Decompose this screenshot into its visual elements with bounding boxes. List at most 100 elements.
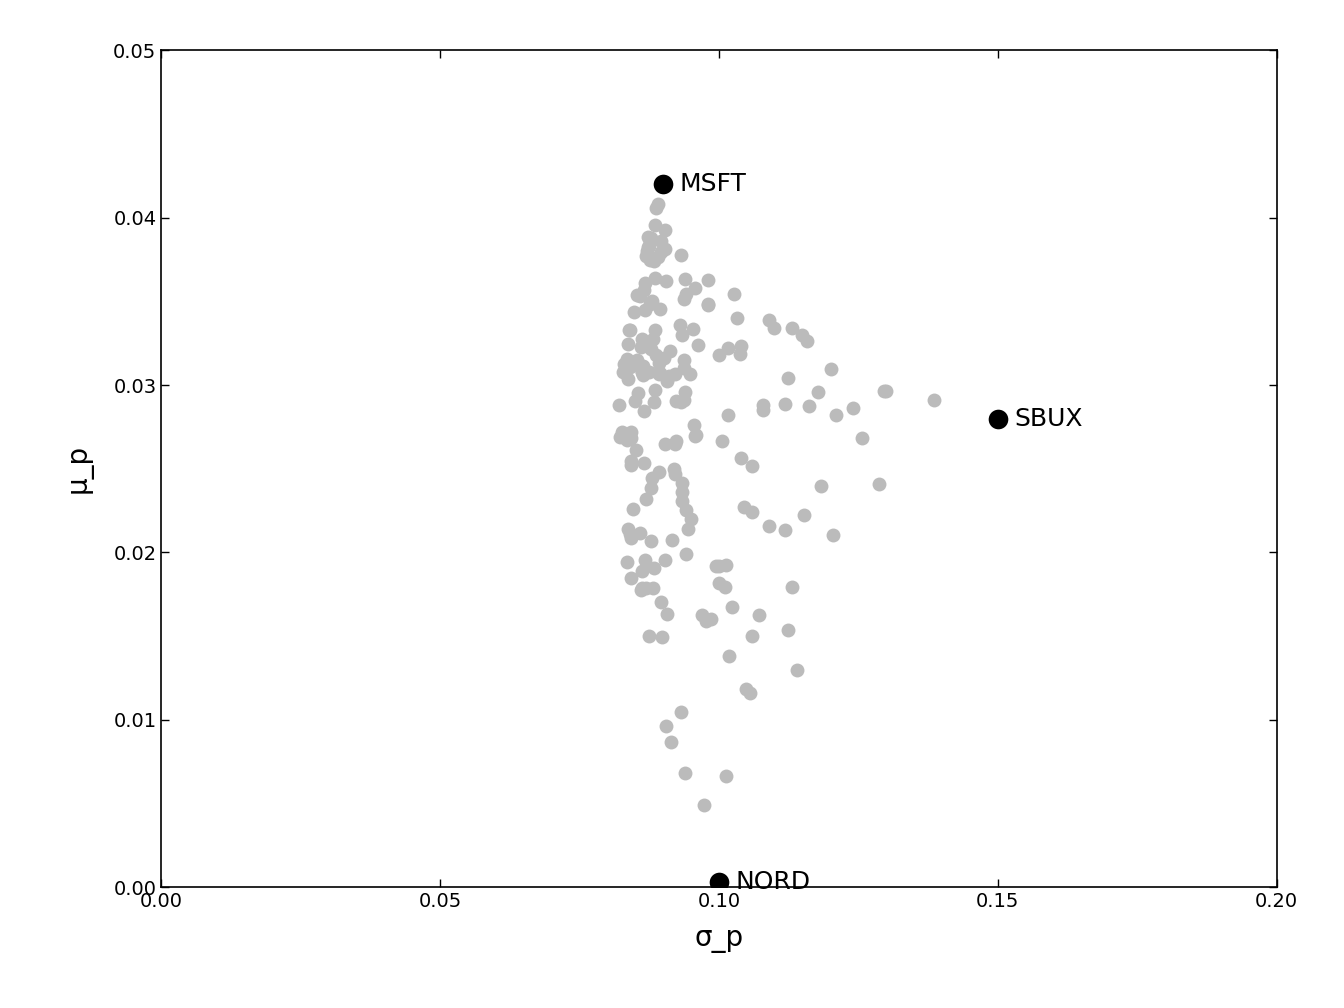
Point <box>790 327 812 343</box>
Point <box>617 336 638 352</box>
Point <box>730 346 751 362</box>
Point <box>669 317 691 333</box>
Point <box>640 533 661 549</box>
Point <box>664 435 685 452</box>
Point <box>708 558 730 575</box>
Point <box>617 432 638 449</box>
Point <box>698 296 719 312</box>
Point <box>716 407 738 423</box>
Point <box>636 580 657 596</box>
Point <box>632 364 653 380</box>
Text: MSFT: MSFT <box>680 172 747 197</box>
Point <box>669 394 691 410</box>
Point <box>645 347 667 363</box>
Point <box>781 321 802 337</box>
Point <box>616 351 637 367</box>
X-axis label: σ_p: σ_p <box>695 924 743 953</box>
Point <box>706 557 727 574</box>
Text: SBUX: SBUX <box>1015 406 1083 430</box>
Point <box>716 340 738 356</box>
Point <box>656 718 677 734</box>
Point <box>684 280 706 296</box>
Point <box>711 433 732 450</box>
Point <box>630 331 652 347</box>
Point <box>986 410 1008 426</box>
Point <box>649 465 671 481</box>
Point <box>664 366 685 382</box>
Point <box>673 352 695 368</box>
Point <box>629 288 650 304</box>
Point <box>626 286 648 302</box>
Point <box>751 397 773 413</box>
Point <box>634 552 656 569</box>
Point <box>786 661 808 677</box>
Point <box>730 338 751 354</box>
Point <box>645 270 667 286</box>
Point <box>621 530 642 546</box>
Point <box>671 704 692 720</box>
Point <box>644 322 665 338</box>
Point <box>630 339 652 355</box>
Point <box>653 222 675 238</box>
Point <box>655 241 676 257</box>
Point <box>726 309 747 326</box>
Point <box>692 607 714 623</box>
Point <box>810 478 832 494</box>
Point <box>821 361 843 377</box>
Point <box>684 427 706 444</box>
Point <box>641 293 663 309</box>
Point <box>851 430 872 447</box>
Point <box>640 252 661 268</box>
Point <box>649 366 671 382</box>
Point <box>715 768 737 784</box>
Point <box>628 385 649 401</box>
Point <box>794 507 816 523</box>
Point <box>640 230 661 246</box>
Point <box>685 427 707 444</box>
Point <box>641 470 663 486</box>
Point <box>645 217 667 233</box>
Point <box>742 458 763 474</box>
Point <box>673 392 695 408</box>
Point <box>638 250 660 266</box>
Point <box>620 322 641 338</box>
Point <box>649 233 671 249</box>
Point <box>797 333 818 349</box>
Point <box>673 765 695 781</box>
Point <box>636 491 657 507</box>
Point <box>671 247 692 263</box>
Point <box>612 364 633 380</box>
Point <box>774 396 796 412</box>
Point <box>640 341 661 357</box>
Point <box>625 443 646 459</box>
Point <box>676 502 698 518</box>
Point <box>633 282 655 298</box>
Point <box>650 594 672 610</box>
Point <box>675 384 696 400</box>
Point <box>758 518 780 534</box>
Point <box>683 321 704 337</box>
Point <box>687 337 708 353</box>
Point <box>633 367 655 383</box>
Point <box>739 685 761 702</box>
Point <box>621 457 642 473</box>
Point <box>616 554 637 571</box>
Point <box>638 234 660 250</box>
Point <box>657 606 679 622</box>
Point <box>649 300 671 317</box>
Point <box>620 359 641 375</box>
Point <box>781 579 802 595</box>
Point <box>661 532 683 548</box>
Point <box>622 501 644 517</box>
Point <box>655 552 676 569</box>
Point <box>672 485 694 501</box>
Point <box>671 493 692 509</box>
Point <box>778 370 800 386</box>
Point <box>632 581 653 597</box>
Text: NORD: NORD <box>735 870 810 894</box>
Point <box>620 424 641 440</box>
Point <box>633 455 655 471</box>
Point <box>664 461 685 477</box>
Point <box>683 416 704 432</box>
Point <box>673 291 695 307</box>
